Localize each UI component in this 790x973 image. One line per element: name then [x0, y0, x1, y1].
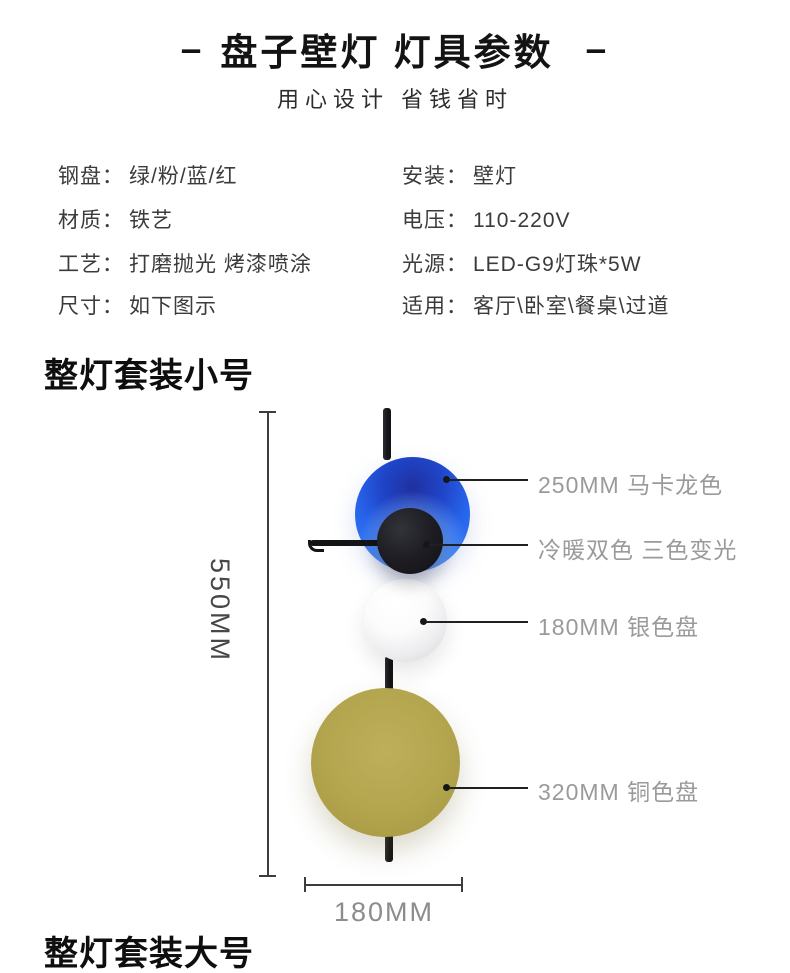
width-dimension-cap-right: [461, 877, 463, 892]
title-dash-left: –: [180, 28, 205, 69]
spec-label: 适用：: [402, 295, 468, 318]
spec-row-size: 尺寸： 如下图示: [58, 290, 217, 320]
section-title-large-set: 整灯套装大号: [44, 935, 254, 973]
annotation-label-silver-disc: 180MM 银色盘: [538, 614, 700, 640]
spec-value: LED-G9灯珠*5W: [473, 253, 642, 276]
section-title-small-set: 整灯套装小号: [44, 357, 254, 395]
spec-row-light-source: 光源： LED-G9灯珠*5W: [402, 248, 642, 278]
spec-row-plate-colors: 钢盘： 绿/粉/蓝/红: [58, 160, 238, 190]
height-dimension-cap-bottom: [259, 875, 276, 877]
annotation-dot-silver-disc: [420, 618, 427, 625]
spec-label: 工艺：: [58, 253, 124, 276]
black-disc: [377, 508, 443, 574]
width-dimension-line: [305, 884, 463, 886]
bronze-disc: [311, 688, 460, 837]
silver-disc: [364, 579, 447, 662]
spec-value: 110-220V: [473, 209, 571, 232]
spec-label: 材质：: [58, 209, 124, 232]
annotation-line-black-disc: [429, 544, 528, 546]
annotation-label-blue-disc: 250MM 马卡龙色: [538, 472, 724, 498]
spec-row-craft: 工艺： 打磨抛光 烤漆喷涂: [58, 248, 312, 278]
annotation-label-bronze-disc: 320MM 铜色盘: [538, 779, 700, 805]
mounting-rod-middle: [385, 656, 393, 694]
spec-value: 绿/粉/蓝/红: [129, 165, 238, 188]
height-dimension-line: [267, 412, 269, 877]
spec-label: 安装：: [402, 165, 468, 188]
spec-value: 铁艺: [129, 209, 173, 232]
width-dimension-label: 180MM: [333, 897, 435, 927]
spec-row-voltage: 电压： 110-220V: [402, 204, 571, 234]
height-dimension-label: 550MM: [205, 558, 235, 664]
spec-value: 壁灯: [473, 165, 517, 188]
side-arm-rod: [308, 540, 393, 552]
spec-label: 光源：: [402, 253, 468, 276]
spec-value: 客厅\卧室\餐桌\过道: [473, 295, 670, 318]
spec-value: 如下图示: [129, 295, 217, 318]
spec-label: 钢盘：: [58, 165, 124, 188]
annotation-label-black-disc: 冷暖双色 三色变光: [538, 537, 738, 563]
annotation-line-blue-disc: [449, 479, 528, 481]
annotation-line-silver-disc: [426, 621, 528, 623]
spec-label: 尺寸：: [58, 295, 124, 318]
page-title: – 盘子壁灯 灯具参数 –: [0, 22, 790, 76]
spec-row-material: 材质： 铁艺: [58, 204, 173, 234]
mounting-rod-bottom: [385, 826, 393, 862]
annotation-dot-black-disc: [423, 541, 430, 548]
mounting-rod-top: [383, 408, 391, 460]
spec-label: 电压：: [402, 209, 468, 232]
spec-row-install: 安装： 壁灯: [402, 160, 517, 190]
height-dimension-cap-top: [259, 411, 276, 413]
spec-row-usage: 适用： 客厅\卧室\餐桌\过道: [402, 290, 670, 320]
annotation-dot-blue-disc: [443, 476, 450, 483]
page-subtitle: 用心设计 省钱省时: [276, 87, 514, 112]
title-text: 盘子壁灯 灯具参数: [220, 32, 554, 73]
spec-value: 打磨抛光 烤漆喷涂: [129, 253, 312, 276]
width-dimension-cap-left: [304, 877, 306, 892]
annotation-dot-bronze-disc: [443, 784, 450, 791]
title-dash-right: –: [585, 28, 610, 69]
annotation-line-bronze-disc: [449, 787, 528, 789]
